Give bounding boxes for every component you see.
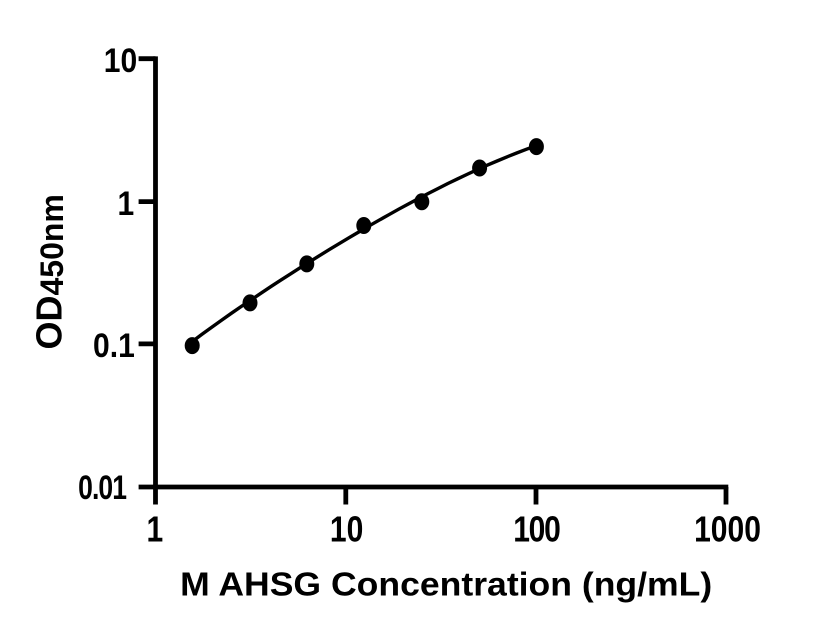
- svg-text:1: 1: [117, 184, 134, 222]
- svg-text:1: 1: [146, 510, 163, 550]
- svg-text:100: 100: [513, 510, 560, 550]
- svg-text:10: 10: [330, 510, 363, 550]
- svg-text:10: 10: [104, 41, 137, 79]
- svg-text:OD450nm: OD450nm: [29, 194, 71, 349]
- svg-text:0.01: 0.01: [78, 469, 127, 507]
- svg-text:1000: 1000: [694, 510, 761, 550]
- svg-text:M AHSG Concentration (ng/mL): M AHSG Concentration (ng/mL): [180, 567, 712, 604]
- svg-text:0.1: 0.1: [93, 326, 135, 364]
